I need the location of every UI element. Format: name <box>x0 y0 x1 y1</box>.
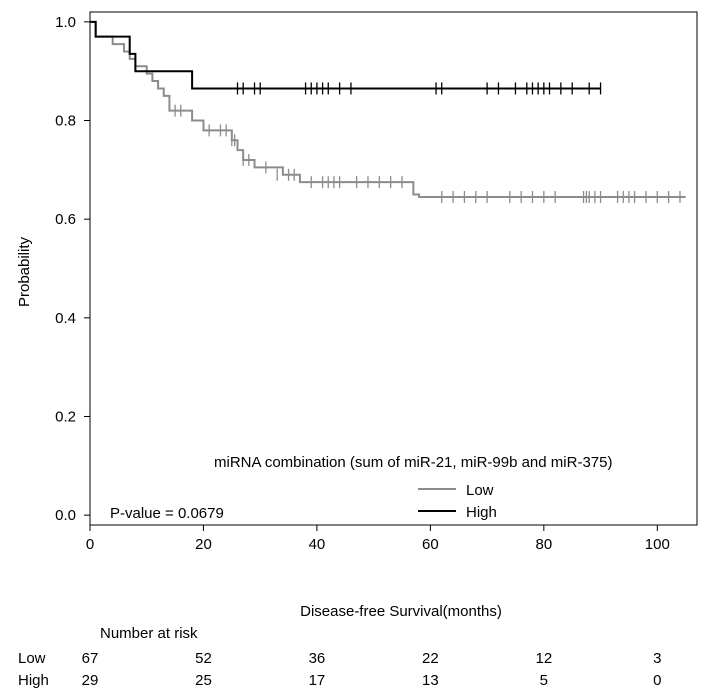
plot-axes: 0 20 40 60 80 100 0.0 0.2 0.4 0.6 0.8 1.0 <box>55 11 698 553</box>
risk-table: Low 67 52 36 22 12 3 High 29 25 17 13 5 0 <box>18 650 661 689</box>
risk-row-label: High <box>18 672 49 689</box>
risk-count: 13 <box>422 672 439 689</box>
risk-count: 67 <box>82 650 99 667</box>
legend: miRNA combination (sum of miR-21, miR-99… <box>214 454 612 521</box>
risk-count: 3 <box>653 650 661 667</box>
risk-count: 17 <box>309 672 326 689</box>
risk-table-header: Number at risk <box>100 625 198 642</box>
plot-frame <box>89 11 698 526</box>
y-tick-label: 0.8 <box>55 113 76 130</box>
risk-count: 25 <box>195 672 212 689</box>
legend-title: miRNA combination (sum of miR-21, miR-99… <box>214 454 612 471</box>
curve-low <box>90 20 686 198</box>
risk-row-label: Low <box>18 650 46 667</box>
risk-count: 36 <box>309 650 326 667</box>
y-tick-label: 1.0 <box>55 14 76 31</box>
y-axis-label: Probability <box>16 236 33 307</box>
risk-count: 5 <box>540 672 548 689</box>
y-tick-label: 0.0 <box>55 507 76 524</box>
risk-count: 0 <box>653 672 661 689</box>
x-tick-label: 40 <box>309 536 326 553</box>
risk-count: 52 <box>195 650 212 667</box>
p-value-annotation: P-value = 0.0679 <box>110 505 224 522</box>
curve-high <box>90 20 601 90</box>
legend-label-high: High <box>466 504 497 521</box>
x-tick-label: 100 <box>645 536 670 553</box>
y-tick-label: 0.2 <box>55 408 76 425</box>
x-tick-label: 0 <box>86 536 94 553</box>
x-tick-label: 60 <box>422 536 439 553</box>
y-tick-label: 0.6 <box>55 211 76 228</box>
risk-count: 29 <box>82 672 99 689</box>
x-axis-label: Disease-free Survival(months) <box>300 603 502 620</box>
survival-curves <box>90 20 686 198</box>
censor-marks <box>174 82 681 203</box>
risk-count: 12 <box>535 650 552 667</box>
x-tick-label: 80 <box>535 536 552 553</box>
x-tick-label: 20 <box>195 536 212 553</box>
y-tick-label: 0.4 <box>55 310 76 327</box>
risk-count: 22 <box>422 650 439 667</box>
legend-label-low: Low <box>466 482 494 499</box>
